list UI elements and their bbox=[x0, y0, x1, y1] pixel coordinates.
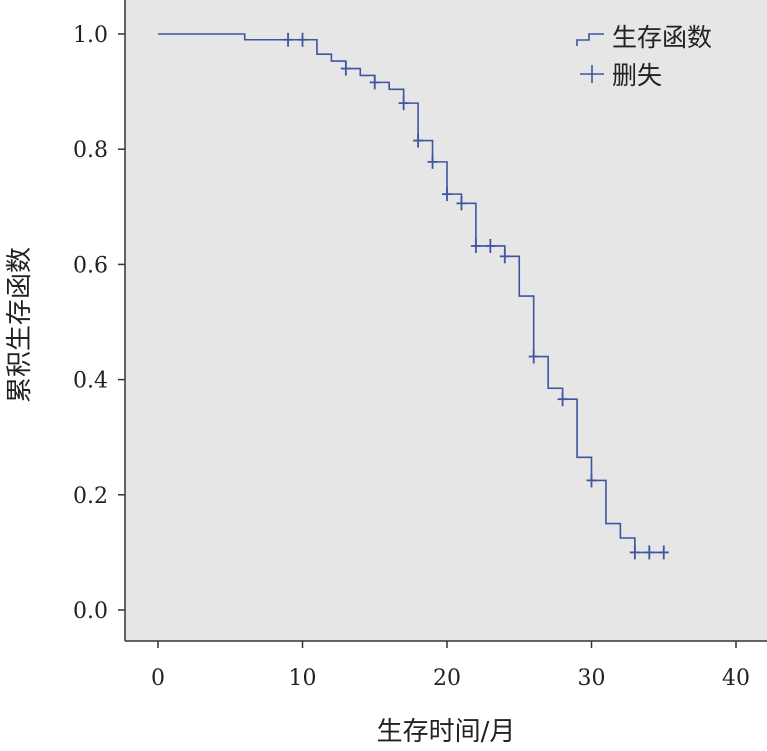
legend-step-symbol bbox=[576, 33, 604, 46]
censor-mark bbox=[283, 32, 294, 47]
censor-mark bbox=[369, 75, 380, 90]
censor-mark bbox=[442, 187, 452, 202]
censor-marks bbox=[283, 32, 669, 560]
y-tick-label: 1.0 bbox=[73, 23, 108, 48]
x-tick-label: 40 bbox=[722, 666, 750, 691]
x-axis-title: 生存时间/月 bbox=[377, 717, 516, 747]
y-tick-label: 0.0 bbox=[73, 599, 108, 624]
x-tick-label: 10 bbox=[289, 666, 317, 691]
plot-area bbox=[125, 0, 767, 641]
censor-mark bbox=[586, 473, 597, 488]
censor-mark bbox=[456, 196, 467, 211]
censor-mark bbox=[658, 545, 669, 560]
x-tick-label: 30 bbox=[578, 666, 606, 691]
y-axis-ticks: 0.0 0.2 0.4 0.6 0.8 1.0 bbox=[73, 23, 125, 624]
y-tick-label: 0.2 bbox=[73, 484, 108, 509]
censor-mark bbox=[499, 249, 510, 264]
censor-mark bbox=[398, 96, 409, 111]
censor-mark bbox=[485, 238, 496, 253]
legend: 生存函数 删失 bbox=[576, 23, 712, 90]
censor-mark bbox=[427, 154, 438, 169]
censor-mark bbox=[470, 238, 481, 253]
censor-mark bbox=[557, 392, 568, 407]
legend-label-censored: 删失 bbox=[612, 61, 662, 90]
x-tick-label: 20 bbox=[433, 666, 461, 691]
censor-mark bbox=[629, 545, 640, 560]
y-tick-label: 0.8 bbox=[73, 138, 108, 163]
legend-censor-symbol bbox=[580, 65, 604, 83]
censor-mark bbox=[644, 545, 655, 560]
censor-mark bbox=[528, 349, 539, 364]
censor-mark bbox=[340, 61, 351, 76]
y-tick-label: 0.6 bbox=[73, 253, 108, 278]
censor-mark bbox=[297, 32, 308, 47]
x-tick-label: 0 bbox=[151, 666, 165, 691]
y-axis-title: 累积生存函数 bbox=[5, 247, 35, 403]
censor-mark bbox=[413, 133, 424, 148]
x-axis-ticks: 0 10 20 30 40 bbox=[151, 641, 750, 691]
legend-label-survival: 生存函数 bbox=[612, 23, 712, 52]
y-tick-label: 0.4 bbox=[73, 369, 108, 394]
